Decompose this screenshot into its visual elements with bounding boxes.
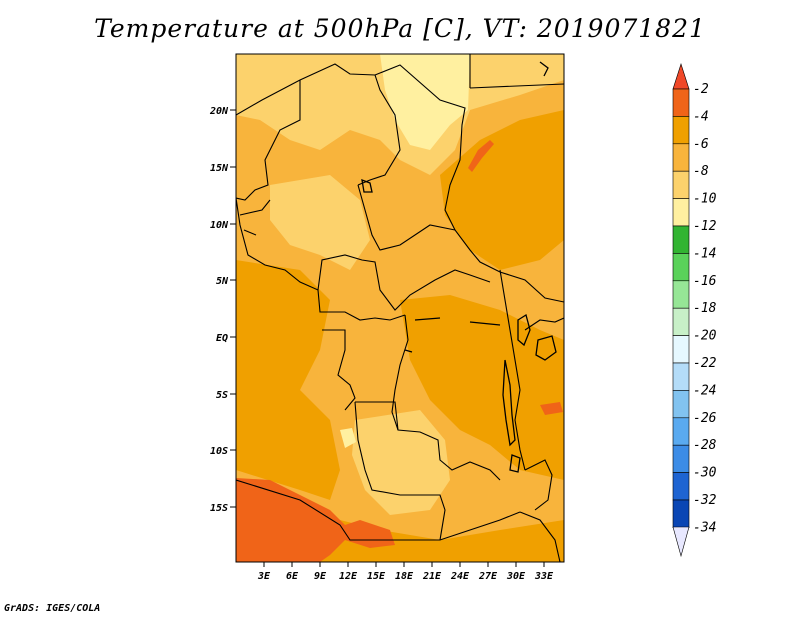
colorbar-label: -8 <box>693 164 709 179</box>
colorbar-label: -34 <box>693 520 716 535</box>
cool-region-center <box>270 175 370 270</box>
warm-region-west <box>236 260 340 500</box>
colorbar-bin <box>672 335 690 364</box>
colorbar-label: -32 <box>693 493 717 508</box>
lat-label: 10N <box>210 220 229 231</box>
colorbar-label: -4 <box>693 109 709 124</box>
colorbar-bin <box>672 417 690 446</box>
colorbar-bin <box>672 143 690 172</box>
warm-region-northeast <box>440 110 564 270</box>
lat-label: 15S <box>210 503 228 514</box>
country-borders <box>236 54 564 562</box>
map-frame <box>235 53 565 563</box>
lon-label: 27E <box>478 571 498 582</box>
colorbar-bins <box>672 88 690 528</box>
colorbar-label: -24 <box>693 383 716 398</box>
lon-label: 12E <box>339 571 358 582</box>
colorbar-labels: -2 -4 -6 -8 -10 -12 -14 -16 -18 -20 -22 … <box>693 82 717 535</box>
colorbar-label: -18 <box>693 301 717 316</box>
lat-label: 10S <box>210 446 228 457</box>
colorbar-top-arrow <box>672 63 690 90</box>
lon-label: 9E <box>314 571 327 582</box>
colorbar-bin <box>672 280 690 309</box>
colorbar-label: -22 <box>693 356 717 371</box>
colorbar-bin <box>672 253 690 282</box>
lon-label: 33E <box>534 571 554 582</box>
latitude-axis <box>230 109 236 508</box>
lon-label: 15E <box>367 571 386 582</box>
colorbar-bin <box>672 225 690 254</box>
lat-label: 15N <box>210 163 229 174</box>
lon-label: 6E <box>286 571 299 582</box>
lat-label: 20N <box>209 106 229 117</box>
warmest-region-southwest <box>236 478 395 562</box>
chart-title: Temperature at 500hPa [C], VT: 201907182… <box>94 14 706 43</box>
colorbar-label: -20 <box>693 329 717 344</box>
colorbar-bin <box>672 390 690 419</box>
lon-label: 21E <box>422 571 442 582</box>
colorbar-bin <box>672 362 690 391</box>
colorbar-label: -14 <box>693 246 716 261</box>
colorbar-bin <box>672 170 690 199</box>
warmest-streak-northeast <box>468 140 494 172</box>
lon-label: 18E <box>395 571 414 582</box>
colorbar-label: -6 <box>693 137 709 152</box>
colorbar-label: -10 <box>693 192 717 207</box>
colorbar-label: -2 <box>693 82 709 97</box>
coolest-region-north <box>380 54 470 150</box>
latitude-labels: 20N 15N 10N 5N EQ 5S 10S 15S <box>209 106 229 514</box>
colorbar-label: -16 <box>693 274 717 289</box>
lakes <box>361 61 557 473</box>
lon-label: 30E <box>506 571 526 582</box>
map-panel <box>235 53 565 563</box>
lon-label: 3E <box>257 571 271 582</box>
colorbar-bin <box>672 444 690 473</box>
colorbar-bin <box>672 499 690 528</box>
lat-label: 5N <box>216 276 229 287</box>
colorbar-label: -30 <box>693 466 717 481</box>
colorbar-bin <box>672 472 690 501</box>
longitude-labels: 3E 6E 9E 12E 15E 18E 21E 24E 27E 30E 33E <box>257 571 554 582</box>
colorbar-label: -12 <box>693 219 717 234</box>
colorbar-bin <box>672 88 690 117</box>
warm-region-east <box>400 295 564 480</box>
colorbar-bin <box>672 307 690 336</box>
temperature-contours <box>236 54 564 562</box>
colorbar-bottom-arrow <box>672 526 690 558</box>
colorbar-bin <box>672 198 690 227</box>
colorbar-bin <box>672 116 690 145</box>
credit-label: GrADS: IGES/COLA <box>4 603 101 614</box>
colorbar-label: -28 <box>693 438 717 453</box>
lon-label: 24E <box>450 571 470 582</box>
coolest-spot-south <box>340 428 356 448</box>
lat-label: 5S <box>216 390 228 401</box>
colorbar: -2 -4 -6 -8 -10 -12 -14 -16 -18 -20 -22 … <box>672 63 717 558</box>
lat-label: EQ <box>216 333 228 344</box>
cool-region-south <box>352 410 450 515</box>
warmest-spot-east <box>540 402 563 415</box>
colorbar-label: -26 <box>693 411 717 426</box>
longitude-axis <box>263 562 545 567</box>
